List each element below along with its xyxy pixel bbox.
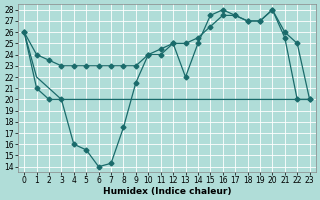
X-axis label: Humidex (Indice chaleur): Humidex (Indice chaleur) xyxy=(103,187,231,196)
